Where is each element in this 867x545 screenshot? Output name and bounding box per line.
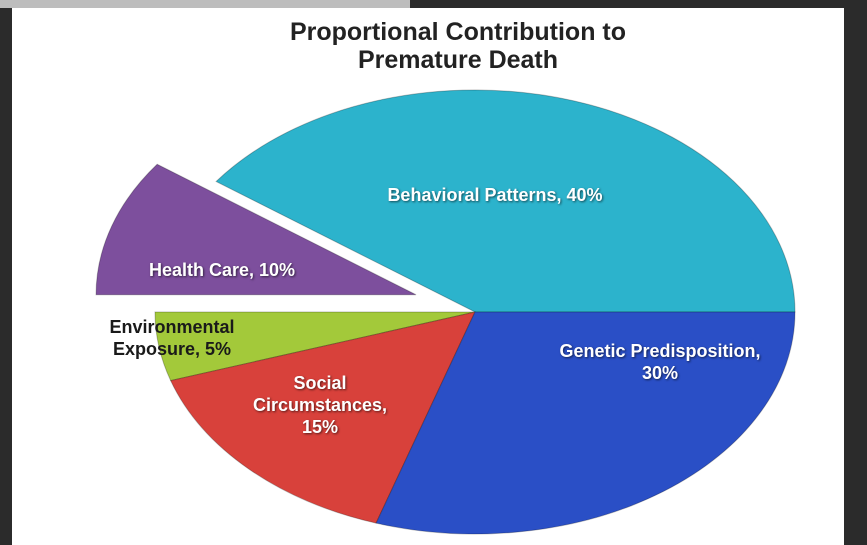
slice-label: Environmental Exposure, 5% <box>72 316 272 360</box>
page: {"chart_data": {"type": "pie", "title": … <box>0 0 867 545</box>
slice-label: Health Care, 10% <box>92 259 352 281</box>
chart-title: Proportional Contribution to Premature D… <box>258 18 658 74</box>
slice-label: Genetic Predisposition, 30% <box>550 340 770 384</box>
slice-label: Behavioral Patterns, 40% <box>380 184 610 206</box>
slice-label: Social Circumstances, 15% <box>240 372 400 438</box>
